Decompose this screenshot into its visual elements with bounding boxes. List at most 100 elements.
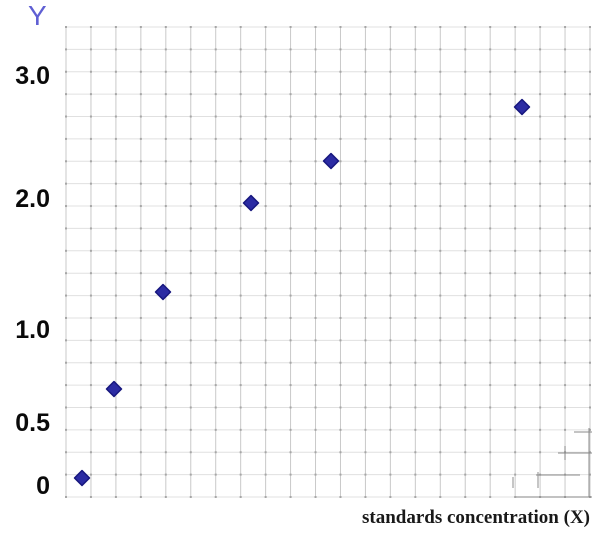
grid-intersection-dot [289, 70, 292, 73]
grid-intersection-dot [189, 137, 192, 140]
grid-intersection-dot [564, 316, 567, 319]
grid-intersection-dot [589, 294, 591, 297]
grid-intersection-dot [539, 205, 542, 208]
grid-intersection-dot [464, 182, 467, 185]
grid-intersection-dot [314, 272, 317, 275]
grid-intersection-dot [414, 93, 417, 96]
grid-intersection-dot [389, 93, 392, 96]
grid-intersection-dot [564, 160, 567, 163]
grid-intersection-dot [539, 48, 542, 51]
grid-intersection-dot [314, 249, 317, 252]
grid-intersection-dot [439, 428, 442, 431]
grid-intersection-dot [539, 160, 542, 163]
grid-intersection-dot [114, 137, 117, 140]
grid-intersection-dot [489, 294, 492, 297]
grid-intersection-dot [464, 26, 467, 28]
grid-intersection-dot [65, 249, 67, 252]
grid-intersection-dot [89, 48, 92, 51]
grid-intersection-dot [414, 294, 417, 297]
grid-intersection-dot [139, 316, 142, 319]
grid-intersection-dot [264, 93, 267, 96]
grid-intersection-dot [439, 48, 442, 51]
grid-intersection-dot [514, 473, 517, 476]
grid-intersection-dot [164, 473, 167, 476]
grid-intersection-dot [239, 451, 242, 454]
grid-intersection-dot [89, 26, 92, 28]
grid-intersection-dot [139, 451, 142, 454]
grid-intersection-dot [114, 339, 117, 342]
grid-intersection-dot [139, 205, 142, 208]
grid-intersection-dot [139, 26, 142, 28]
grid-intersection-dot [189, 26, 192, 28]
y-axis-tick-label: 3.0 [15, 62, 50, 90]
grid-intersection-dot [414, 70, 417, 73]
grid-intersection-dot [389, 473, 392, 476]
grid-intersection-dot [464, 316, 467, 319]
grid-intersection-dot [514, 182, 517, 185]
grid-intersection-dot [539, 26, 542, 28]
grid-intersection-dot [239, 182, 242, 185]
grid-intersection-dot [364, 272, 367, 275]
grid-intersection-dot [264, 227, 267, 230]
grid-intersection-dot [364, 496, 367, 498]
grid-intersection-dot [65, 160, 67, 163]
grid-intersection-dot [214, 182, 217, 185]
grid-intersection-dot [239, 294, 242, 297]
grid-intersection-dot [65, 339, 67, 342]
grid-intersection-dot [114, 182, 117, 185]
grid-intersection-dot [314, 48, 317, 51]
grid-intersection-dot [489, 205, 492, 208]
grid-intersection-dot [214, 70, 217, 73]
grid-intersection-dot [314, 160, 317, 163]
grid-intersection-dot [339, 361, 342, 364]
grid-intersection-dot [464, 294, 467, 297]
grid-intersection-dot [289, 294, 292, 297]
grid-intersection-dot [289, 406, 292, 409]
grid-intersection-dot [139, 137, 142, 140]
grid-intersection-dot [314, 473, 317, 476]
grid-intersection-dot [214, 249, 217, 252]
grid-intersection-dot [364, 182, 367, 185]
grid-intersection-dot [439, 316, 442, 319]
grid-intersection-dot [539, 316, 542, 319]
grid-intersection-dot [289, 115, 292, 118]
grid-intersection-dot [414, 115, 417, 118]
grid-intersection-dot [65, 451, 67, 454]
grid-intersection-dot [514, 451, 517, 454]
grid-intersection-dot [264, 339, 267, 342]
grid-intersection-dot [239, 339, 242, 342]
grid-intersection-dot [514, 115, 517, 118]
grid-intersection-dot [264, 48, 267, 51]
grid-intersection-dot [164, 428, 167, 431]
grid-intersection-dot [389, 205, 392, 208]
grid-intersection-dot [289, 428, 292, 431]
grid-intersection-dot [314, 227, 317, 230]
grid-intersection-dot [389, 227, 392, 230]
grid-intersection-dot [489, 227, 492, 230]
grid-intersection-dot [139, 339, 142, 342]
grid-intersection-dot [114, 70, 117, 73]
grid-intersection-dot [339, 227, 342, 230]
grid-intersection-dot [589, 272, 591, 275]
grid-intersection-dot [89, 473, 92, 476]
grid-intersection-dot [89, 227, 92, 230]
grid-intersection-dot [564, 227, 567, 230]
grid-intersection-dot [264, 406, 267, 409]
grid-intersection-dot [189, 451, 192, 454]
grid-intersection-dot [289, 451, 292, 454]
grid-intersection-dot [464, 93, 467, 96]
grid-intersection-dot [339, 294, 342, 297]
grid-intersection-dot [514, 496, 517, 498]
grid-intersection-dot [414, 406, 417, 409]
grid-intersection-dot [65, 428, 67, 431]
grid-intersection-dot [464, 339, 467, 342]
grid-intersection-dot [114, 48, 117, 51]
grid-intersection-dot [364, 205, 367, 208]
grid-intersection-dot [164, 339, 167, 342]
grid-intersection-dot [589, 428, 591, 431]
grid-intersection-dot [389, 26, 392, 28]
grid-intersection-dot [464, 451, 467, 454]
grid-intersection-dot [439, 272, 442, 275]
grid-intersection-dot [189, 406, 192, 409]
